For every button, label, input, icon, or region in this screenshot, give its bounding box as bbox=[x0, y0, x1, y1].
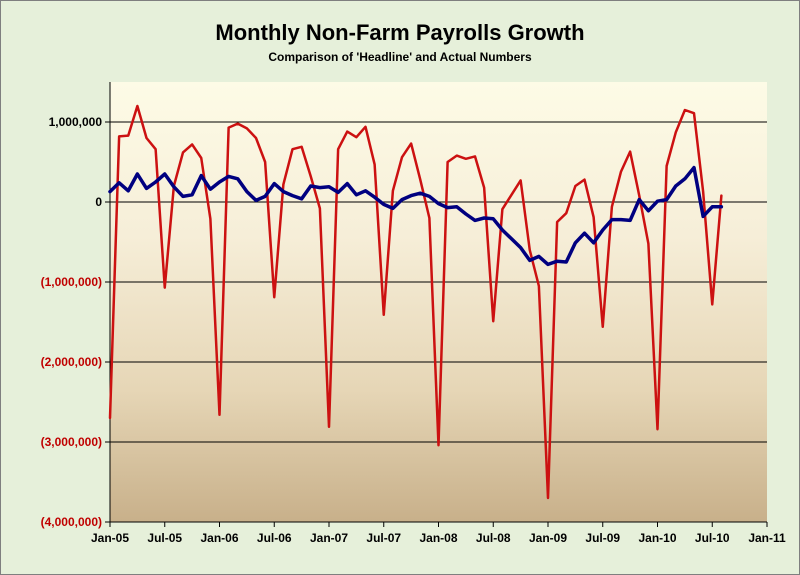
label-layer: 1,000,000 0 (1,000,000) (2,000,000) (3,000,0… bbox=[41, 115, 786, 545]
x-tick-label: Jan-09 bbox=[529, 531, 567, 545]
x-tick-label: Jul-07 bbox=[366, 531, 401, 545]
x-tick-label: Jul-10 bbox=[695, 531, 730, 545]
x-tick-label: Jul-09 bbox=[585, 531, 620, 545]
chart-title: Monthly Non-Farm Payrolls Growth bbox=[215, 20, 585, 45]
y-tick-label: (2,000,000) bbox=[41, 355, 102, 369]
x-tick-label: Jan-10 bbox=[638, 531, 676, 545]
series-line-2 bbox=[108, 165, 724, 267]
x-tick-label: Jan-07 bbox=[310, 531, 348, 545]
x-tick-label: Jan-06 bbox=[200, 531, 238, 545]
y-tick-label: 1,000,000 bbox=[49, 115, 103, 129]
x-tick-label: Jan-08 bbox=[419, 531, 457, 545]
series-layer bbox=[108, 104, 724, 500]
chart-subtitle: Comparison of 'Headline' and Actual Numb… bbox=[268, 50, 532, 64]
series-line-1 bbox=[108, 104, 723, 500]
y-tick-label: (4,000,000) bbox=[41, 515, 102, 529]
x-tick-label: Jan-11 bbox=[748, 531, 786, 545]
x-tick-label: Jul-06 bbox=[257, 531, 292, 545]
x-tick-label: Jul-05 bbox=[147, 531, 182, 545]
y-tick-label: (1,000,000) bbox=[41, 275, 102, 289]
y-tick-label: 0 bbox=[95, 195, 102, 209]
x-tick-label: Jul-08 bbox=[476, 531, 511, 545]
y-tick-label: (3,000,000) bbox=[41, 435, 102, 449]
plot-area bbox=[110, 82, 767, 522]
x-tick-label: Jan-05 bbox=[91, 531, 129, 545]
